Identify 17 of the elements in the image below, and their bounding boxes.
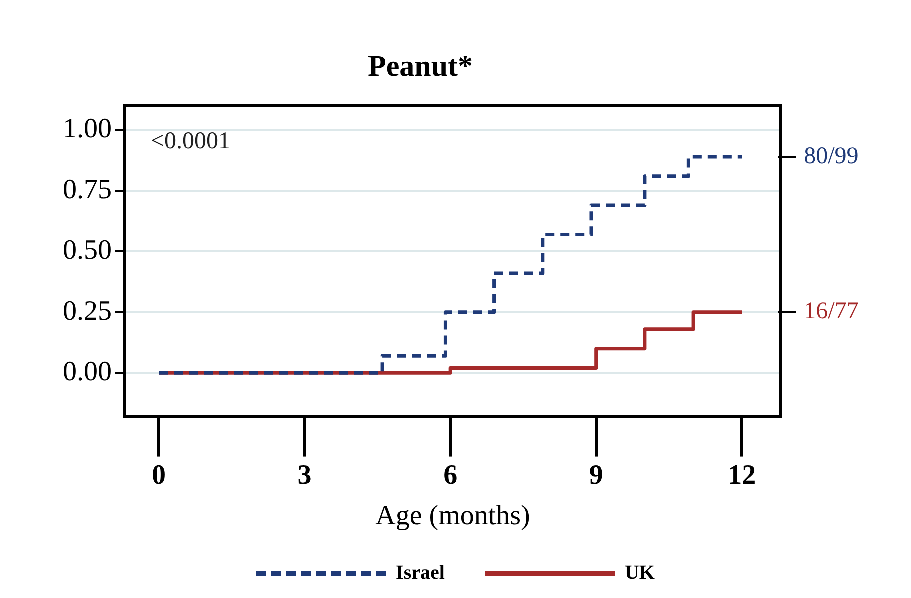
y-tick-label: 0.00 bbox=[63, 356, 112, 388]
annotation: 16/77 bbox=[804, 298, 859, 325]
legend-label: Israel bbox=[396, 562, 445, 584]
legend-label: UK bbox=[624, 562, 655, 584]
x-tick-label: 9 bbox=[589, 460, 604, 491]
x-tick-label: 12 bbox=[728, 460, 756, 491]
y-tick-label: 1.00 bbox=[63, 114, 112, 145]
x-tick-label: 0 bbox=[152, 460, 166, 491]
x-tick-label: 3 bbox=[298, 460, 312, 491]
y-tick-label: 0.50 bbox=[63, 235, 112, 266]
x-tick-label: 6 bbox=[444, 460, 458, 491]
y-tick-label: 0.25 bbox=[63, 296, 112, 327]
chart-title: Peanut* bbox=[368, 50, 473, 83]
annotation: 80/99 bbox=[804, 143, 859, 170]
x-axis-title: Age (months) bbox=[376, 500, 530, 532]
y-tick-label: 0.75 bbox=[63, 174, 112, 206]
annotation: <0.0001 bbox=[151, 128, 231, 154]
